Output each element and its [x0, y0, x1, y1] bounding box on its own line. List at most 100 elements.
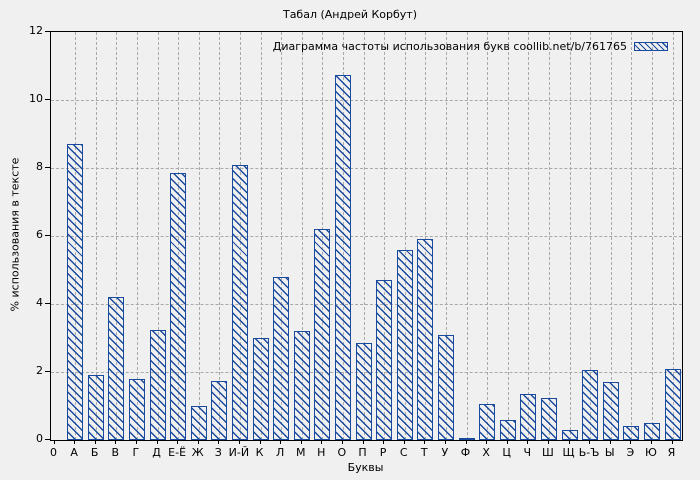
x-gridline [301, 32, 303, 440]
bar-д [149, 329, 166, 440]
y-tick-mark [45, 371, 50, 372]
x-tick-label-с: С [399, 446, 408, 459]
x-tick-label-з: З [214, 446, 222, 459]
x-tick-label-п: П [358, 446, 367, 459]
x-tick-mark [630, 440, 632, 444]
x-gridline [631, 32, 633, 440]
x-tick-label-я: Я [667, 446, 676, 459]
x-axis-label: Буквы [347, 461, 384, 474]
x-gridline [425, 32, 427, 440]
bar-ш [540, 397, 557, 440]
x-tick-mark [403, 440, 405, 444]
x-gridline [528, 32, 530, 440]
x-tick-mark [238, 440, 240, 444]
x-tick-label-к: К [255, 446, 264, 459]
bar-у [437, 334, 454, 440]
x-gridline [445, 32, 447, 440]
x-tick-label-б: Б [90, 446, 99, 459]
x-tick-mark [486, 440, 488, 444]
x-gridline [507, 32, 509, 440]
bar-ц [499, 419, 516, 440]
y-tick-label: 4 [36, 296, 43, 309]
bar-т [417, 239, 434, 440]
x-tick-mark [280, 440, 282, 444]
x-tick-mark [341, 440, 343, 444]
x-tick-label-г: Г [132, 446, 140, 459]
x-gridline [363, 32, 365, 440]
y-tick-mark [45, 235, 50, 236]
x-gridline [260, 32, 262, 440]
x-gridline [95, 32, 97, 440]
x-tick-label-ш: Ш [542, 446, 554, 459]
x-tick-mark [197, 440, 199, 444]
x-tick-label-ю: Ю [644, 446, 657, 459]
x-tick-mark [465, 440, 467, 444]
x-tick-label-м: М [295, 446, 306, 459]
x-tick-mark [383, 440, 385, 444]
y-tick-label: 8 [36, 160, 43, 173]
y-gridline [51, 100, 682, 101]
x-gridline [404, 32, 406, 440]
x-gridline [569, 32, 571, 440]
x-tick-mark [444, 440, 446, 444]
legend-label: Диаграмма частоты использования букв coo… [272, 39, 627, 53]
bar-н [314, 229, 331, 440]
bar-х [479, 404, 496, 440]
x-gridline [136, 32, 138, 440]
x-tick-mark [74, 440, 76, 444]
x-gridline [281, 32, 283, 440]
x-tick-label-е-ё: Е-Ё [168, 446, 187, 459]
x-tick-mark [650, 440, 652, 444]
x-tick-label-н: Н [317, 446, 326, 459]
bar-а [67, 144, 84, 440]
y-tick-label: 10 [29, 92, 43, 105]
y-tick-mark [45, 167, 50, 168]
bar-я [664, 368, 681, 440]
x-tick-mark [218, 440, 220, 444]
x-gridline [487, 32, 489, 440]
x-tick-label-о: О [337, 446, 347, 459]
x-gridline [384, 32, 386, 440]
x-tick-label-д: Д [152, 446, 161, 459]
y-tick-mark [45, 439, 50, 440]
x-tick-label-щ: Щ [562, 446, 575, 459]
bar-п [355, 343, 372, 440]
x-gridline [466, 32, 468, 440]
y-gridline [51, 236, 682, 237]
x-tick-mark [321, 440, 323, 444]
x-tick-mark [135, 440, 137, 444]
bar-э [623, 426, 640, 440]
x-tick-label-в: В [111, 446, 120, 459]
y-gridline [51, 304, 682, 305]
bar-е-ё [170, 173, 187, 440]
x-tick-mark [609, 440, 611, 444]
bar-м [293, 331, 310, 440]
x-gridline [198, 32, 200, 440]
bar-о [334, 74, 351, 440]
legend-swatch-icon [634, 41, 668, 51]
bar-б [87, 375, 104, 440]
bar-с [396, 249, 413, 440]
x-tick-mark [259, 440, 261, 444]
x-tick-label-ч: Ч [523, 446, 532, 459]
x-tick-mark [53, 440, 55, 444]
bar-л [273, 276, 290, 440]
x-tick-mark [362, 440, 364, 444]
y-tick-mark [45, 99, 50, 100]
bar-ч [520, 394, 537, 440]
x-tick-mark [671, 440, 673, 444]
x-tick-label-т: Т [420, 446, 428, 459]
x-gridline [610, 32, 612, 440]
x-gridline [219, 32, 221, 440]
y-tick-label: 6 [36, 228, 43, 241]
x-tick-label-р: Р [379, 446, 387, 459]
x-tick-label-и-й: И-Й [228, 446, 250, 459]
x-tick-label-ы: Ы [604, 446, 615, 459]
x-tick-label-у: У [441, 446, 449, 459]
x-tick-label-ь-ъ: Ь-Ъ [578, 446, 600, 459]
bar-ж [190, 406, 207, 440]
bar-щ [561, 429, 578, 440]
x-tick-mark [547, 440, 549, 444]
y-tick-label: 2 [36, 364, 43, 377]
